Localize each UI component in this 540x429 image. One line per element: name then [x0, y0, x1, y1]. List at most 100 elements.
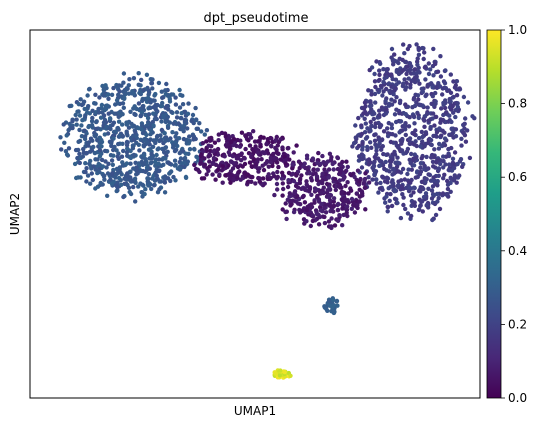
data-point	[274, 160, 280, 165]
data-point	[114, 148, 119, 153]
data-point	[360, 156, 365, 162]
data-point	[366, 162, 372, 167]
data-point	[177, 105, 183, 110]
data-point	[431, 178, 436, 183]
data-point	[441, 102, 446, 108]
data-point	[99, 157, 105, 163]
data-point	[211, 149, 216, 154]
data-point	[416, 207, 422, 213]
data-point	[363, 121, 368, 126]
data-point	[362, 116, 367, 122]
data-point	[422, 65, 428, 70]
data-point	[303, 165, 308, 171]
data-point	[124, 161, 129, 166]
data-point	[322, 304, 327, 309]
data-point	[406, 188, 412, 194]
data-point	[412, 67, 418, 72]
data-point	[368, 99, 373, 104]
data-point	[392, 112, 398, 117]
data-point	[435, 158, 441, 163]
data-point	[190, 112, 196, 118]
data-point	[433, 212, 439, 218]
data-point	[153, 159, 158, 165]
data-point	[207, 152, 212, 157]
data-point	[146, 92, 151, 97]
data-point	[274, 150, 279, 155]
data-point	[403, 132, 408, 138]
data-point	[247, 132, 253, 137]
data-point	[101, 87, 106, 92]
data-point	[360, 147, 365, 152]
data-point	[451, 165, 457, 171]
data-point	[131, 152, 137, 158]
data-point	[372, 159, 377, 164]
data-point	[274, 181, 280, 187]
data-point	[429, 188, 435, 193]
data-point	[84, 150, 90, 156]
data-point	[366, 175, 371, 180]
data-point	[223, 173, 228, 178]
data-point	[417, 171, 423, 177]
data-point	[66, 146, 72, 151]
data-point	[102, 132, 108, 137]
data-point	[327, 198, 333, 203]
data-point	[139, 127, 144, 132]
data-point	[294, 173, 299, 178]
data-point	[446, 167, 451, 173]
data-point	[414, 42, 419, 47]
data-point	[162, 150, 167, 155]
data-point	[95, 138, 100, 143]
data-point	[403, 127, 408, 132]
data-point	[119, 154, 125, 159]
data-point	[399, 184, 404, 189]
data-point	[298, 210, 303, 215]
data-point	[451, 110, 456, 115]
data-point	[408, 85, 413, 90]
data-point	[138, 168, 143, 174]
data-point	[329, 224, 334, 229]
data-point	[458, 157, 464, 162]
data-point	[320, 180, 325, 186]
data-point	[286, 145, 291, 151]
data-point	[322, 205, 327, 211]
data-point	[257, 179, 262, 184]
data-point	[405, 211, 411, 216]
data-point	[405, 64, 410, 69]
data-point	[325, 188, 330, 193]
data-point	[109, 92, 115, 98]
data-point	[247, 143, 253, 148]
data-point	[400, 68, 405, 74]
data-point	[356, 115, 361, 121]
data-point	[88, 136, 94, 141]
data-point	[413, 139, 418, 144]
data-point	[153, 170, 158, 175]
data-point	[87, 161, 92, 167]
data-point	[410, 141, 415, 146]
data-point	[423, 191, 429, 196]
data-point	[108, 126, 113, 132]
data-point	[386, 103, 392, 108]
data-point	[258, 144, 263, 149]
data-point	[452, 85, 458, 90]
data-point	[275, 174, 280, 180]
data-point	[438, 74, 444, 79]
data-point	[370, 177, 375, 182]
data-point	[422, 163, 427, 169]
data-point	[106, 161, 111, 166]
data-point	[140, 130, 146, 136]
data-point	[220, 180, 225, 185]
data-point	[402, 177, 407, 182]
data-point	[160, 95, 165, 101]
data-point	[432, 147, 437, 152]
data-point	[437, 126, 442, 131]
data-point	[121, 194, 126, 200]
data-point	[133, 130, 138, 135]
data-point	[202, 162, 208, 167]
data-point	[250, 147, 255, 152]
data-point	[443, 68, 448, 73]
data-point	[363, 185, 368, 190]
data-point	[302, 200, 308, 205]
data-point	[229, 139, 234, 145]
data-point	[165, 114, 170, 120]
